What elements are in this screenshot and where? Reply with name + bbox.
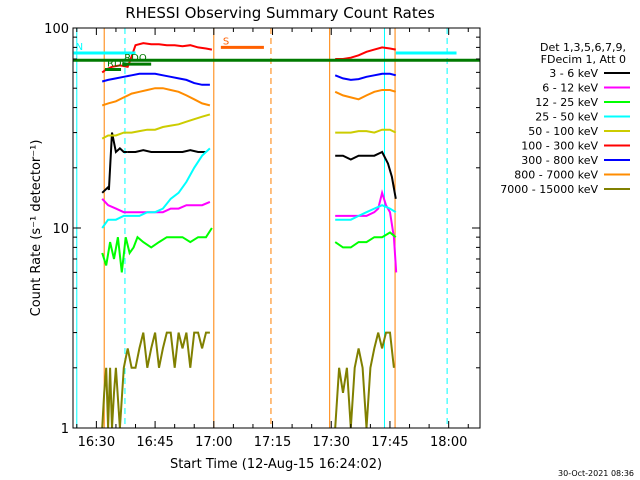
legend-label-800-7000-kev: 800 - 7000 keV [514,169,598,182]
x-tick-label: 18:00 [430,435,467,450]
legend-header-line: FDecim 1, Att 0 [541,53,626,66]
series-line-7000-15000-kev-1 [334,331,395,429]
y-axis-ticks: 1 10 100 [44,22,480,437]
series-line-50-100-kev-1 [335,128,397,134]
x-tick-label: 17:45 [371,435,408,450]
series-line-3-6-kev-1 [127,149,206,153]
series-25-50-kev [101,147,397,229]
y-tick-label: 10 [52,222,69,237]
legend-label-12-25-kev: 12 - 25 keV [535,96,598,109]
series-3-6-kev [101,132,397,199]
series-line-25-50-kev-0 [101,147,211,229]
series-line-300-800-kev-1 [334,72,397,81]
series-7000-15000-kev [101,331,395,429]
series-line-12-25-kev-0 [101,227,213,273]
series-line-300-800-kev-0 [101,72,210,86]
series-line-3-6-kev-2 [335,150,397,199]
series-line-7000-15000-kev-0 [101,331,210,429]
legend-label-100-300-kev: 100 - 300 keV [521,140,598,153]
footer-timestamp: 30-Oct-2021 08:36 [558,469,634,478]
legend-label-3-6-kev: 3 - 6 keV [549,67,598,80]
series-line-100-300-kev-0 [101,42,213,74]
y-tick-label: 1 [61,422,69,437]
legend-header-line: Det 1,3,5,6,7,9, [540,41,626,54]
legend-label-25-50-kev: 25 - 50 keV [535,111,598,124]
x-tick-label: 17:30 [313,435,350,450]
series-line-12-25-kev-1 [334,231,397,249]
series-line-3-6-kev-0 [101,132,128,194]
flag-label-rds: RDS [107,59,128,70]
legend-label-6-12-kev: 6 - 12 keV [542,82,598,95]
series-line-6-12-kev-0 [101,198,211,214]
x-tick-label: 16:45 [136,435,173,450]
series-line-25-50-kev-1 [335,204,397,221]
series-line-100-300-kev-1 [335,46,396,60]
flag-label-n: N [76,42,83,53]
series-50-100-kev [101,113,397,140]
series-100-300-kev [101,42,396,74]
x-axis-label: Start Time (12-Aug-15 16:24:02) [170,457,382,472]
series-12-25-kev [101,227,397,273]
legend: Det 1,3,5,6,7,9,FDecim 1, Att 03 - 6 keV… [500,41,630,196]
series-line-50-100-kev-0 [101,113,211,140]
x-tick-label: 17:00 [195,435,232,450]
series-line-800-7000-kev-0 [101,87,211,107]
series-line-800-7000-kev-1 [334,89,397,101]
legend-label-7000-15000-kev: 7000 - 15000 keV [500,183,598,196]
chart-title: RHESSI Observing Summary Count Rates [125,4,435,22]
legend-label-300-800-kev: 300 - 800 keV [521,154,598,167]
flag-label-s: S [223,36,229,47]
series-line-6-12-kev-1 [335,189,398,273]
series-6-12-kev [101,189,398,273]
y-axis-label: Count Rate (s⁻¹ detector⁻¹) [29,140,44,317]
y-tick-label: 100 [44,22,69,37]
x-axis-ticks: 16:30 16:45 17:00 17:15 17:30 17:45 18:00 [76,28,469,450]
x-tick-label: 16:30 [78,435,115,450]
series-300-800-kev [101,72,397,86]
series-800-7000-kev [101,87,397,107]
x-tick-label: 17:15 [254,435,291,450]
plot-series [101,42,398,429]
legend-label-50-100-kev: 50 - 100 keV [528,125,598,138]
flag-label-rdo: RDO [124,53,147,64]
